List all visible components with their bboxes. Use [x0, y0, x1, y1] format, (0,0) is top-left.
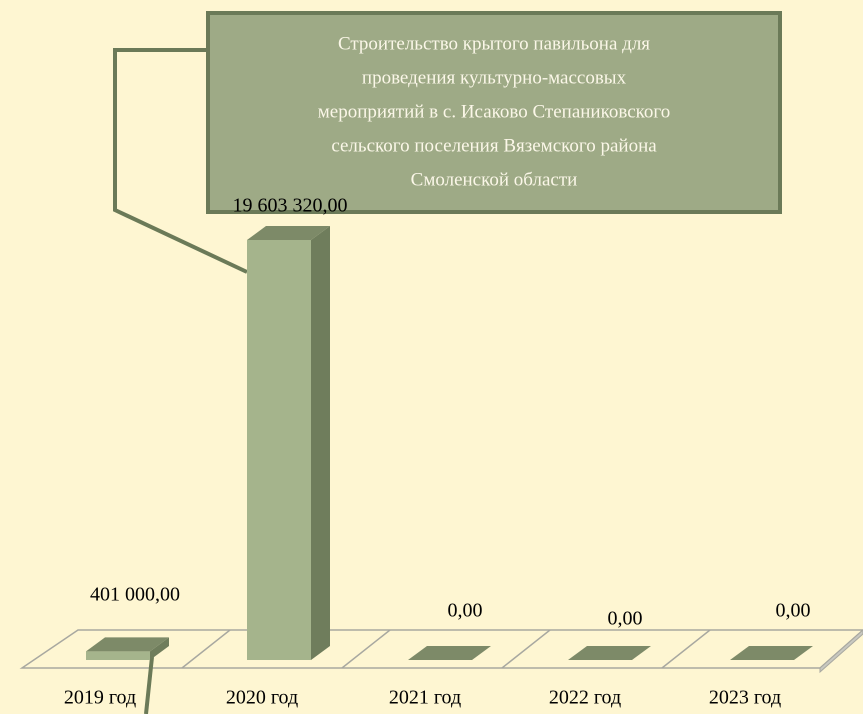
bar-side	[150, 637, 169, 660]
x-tick-label: 2022 год	[549, 687, 621, 709]
bar-top	[247, 226, 330, 240]
annotation-box	[206, 11, 782, 214]
bar-top	[86, 637, 169, 652]
bar-top	[568, 646, 651, 660]
value-label: 0,00	[776, 600, 811, 622]
bar-front	[86, 651, 150, 660]
bar-front	[247, 240, 311, 660]
value-label: 19 603 320,00	[233, 195, 348, 217]
floor-dividers	[181, 629, 711, 669]
annotation-text: Строительство крытого павильона для	[338, 33, 650, 54]
x-tick-label: 2020 год	[226, 687, 298, 709]
x-tick-label: 2023 год	[709, 687, 781, 709]
floor	[19, 629, 863, 669]
x-tick-label: 2019 год	[64, 687, 136, 709]
annotation-text: мероприятий в с. Исаково Степаниковского	[318, 101, 671, 122]
annotation-text: сельского поселения Вяземского района	[331, 135, 657, 156]
bar-top	[408, 646, 491, 660]
callout-line	[113, 48, 248, 274]
annotation-text: проведения культурно-массовых	[362, 67, 627, 88]
value-label: 0,00	[608, 608, 643, 630]
value-label: 0,00	[448, 600, 483, 622]
x-tick-label: 2021 год	[389, 687, 461, 709]
bar-top	[730, 646, 813, 660]
value-label: 401 000,00	[90, 584, 180, 606]
leader-line	[144, 656, 154, 714]
floor-edge	[819, 629, 863, 674]
annotation-text: Смоленской области	[411, 169, 578, 190]
bar-side	[311, 226, 330, 660]
